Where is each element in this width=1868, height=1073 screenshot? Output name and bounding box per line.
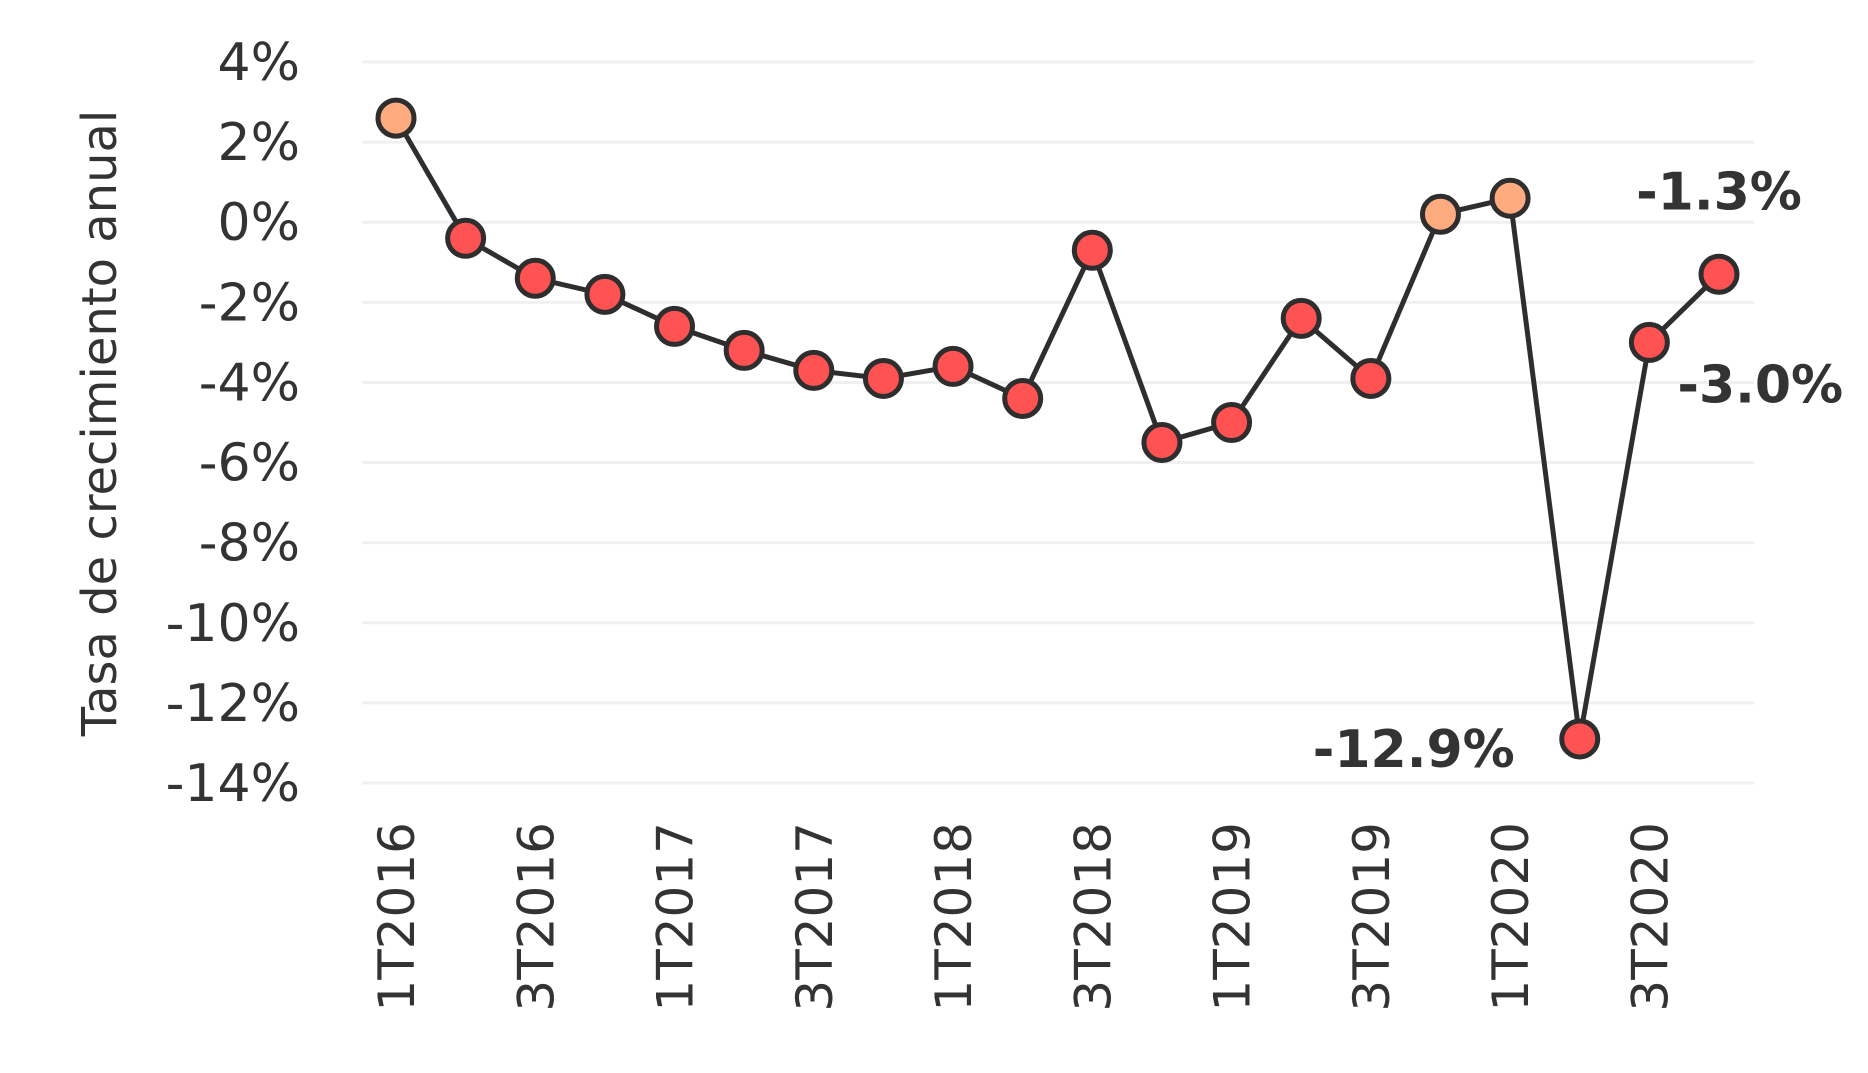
x-tick-label: 3T2017: [786, 822, 844, 1012]
y-tick-label: 2%: [218, 113, 301, 173]
y-tick-label: -8%: [199, 514, 300, 574]
y-tick-label: 0%: [218, 193, 301, 253]
x-tick-label: 1T2020: [1482, 822, 1540, 1012]
data-point: [1280, 297, 1322, 339]
data-point: [1419, 193, 1461, 235]
data-point: [445, 217, 487, 259]
data-point: [932, 345, 974, 387]
data-point: [1698, 253, 1740, 295]
y-tick-label: -6%: [199, 434, 300, 494]
x-tick-label: 1T2016: [368, 822, 426, 1012]
y-tick-label: -4%: [199, 353, 300, 413]
data-point: [1211, 402, 1253, 443]
data-label: -1.3%: [1636, 162, 1802, 222]
y-tick-label: -14%: [166, 754, 300, 814]
data-point: [375, 97, 417, 139]
data-point: [1141, 422, 1183, 464]
x-tick-label: 1T2017: [647, 822, 705, 1012]
x-tick-label: 1T2018: [925, 822, 983, 1012]
data-point: [862, 357, 904, 399]
data-point: [514, 257, 556, 299]
y-axis-label: Tasa de crecimiento anual: [72, 110, 128, 738]
data-point: [1350, 357, 1392, 399]
data-point: [1559, 718, 1601, 760]
data-point: [584, 273, 626, 315]
data-point: [1002, 377, 1044, 419]
data-point: [1071, 229, 1113, 271]
data-point: [793, 349, 835, 391]
y-tick-label: -12%: [166, 674, 300, 734]
data-point: [654, 305, 696, 347]
data-point: [723, 329, 765, 371]
x-tick-label: 1T2019: [1204, 822, 1262, 1012]
data-label: -12.9%: [1313, 720, 1515, 780]
y-tick-label: -2%: [199, 273, 300, 333]
x-tick-label: 3T2020: [1621, 822, 1679, 1012]
y-tick-label: 4%: [218, 33, 301, 93]
x-tick-label: 3T2018: [1064, 822, 1122, 1012]
data-label: -3.0%: [1677, 355, 1843, 415]
x-tick-label: 3T2019: [1343, 822, 1401, 1012]
data-point: [1628, 321, 1670, 363]
x-tick-label: 3T2016: [507, 822, 565, 1012]
data-point: [1489, 177, 1531, 219]
y-tick-label: -10%: [166, 594, 300, 654]
